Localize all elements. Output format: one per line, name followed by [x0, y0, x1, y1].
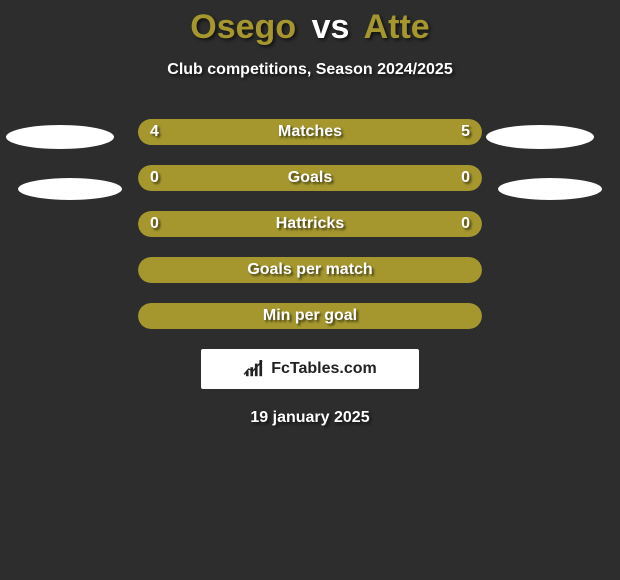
stat-label: Min per goal — [138, 303, 482, 329]
stat-right-value: 0 — [461, 165, 470, 191]
title-player1: Osego — [190, 8, 296, 46]
decorative-ellipse — [498, 178, 602, 200]
page-title: Osego vs Atte — [0, 0, 620, 47]
title-vs: vs — [312, 8, 350, 46]
decorative-ellipse — [6, 125, 114, 149]
chart-icon — [243, 360, 265, 378]
stat-label: Goals — [138, 165, 482, 191]
decorative-ellipse — [486, 125, 594, 149]
stat-label: Goals per match — [138, 257, 482, 283]
stat-row: Goals per match — [0, 257, 620, 283]
stat-row: Min per goal — [0, 303, 620, 329]
stat-left-value: 0 — [150, 165, 159, 191]
stat-label: Matches — [138, 119, 482, 145]
subtitle: Club competitions, Season 2024/2025 — [0, 61, 620, 79]
stat-label: Hattricks — [138, 211, 482, 237]
decorative-ellipse — [18, 178, 122, 200]
title-player2: Atte — [364, 8, 430, 46]
stat-left-value: 0 — [150, 211, 159, 237]
badge-text: FcTables.com — [271, 360, 377, 378]
stat-left-value: 4 — [150, 119, 159, 145]
site-badge: FcTables.com — [201, 349, 419, 389]
stats-panel: Matches45Goals00Hattricks00Goals per mat… — [0, 119, 620, 329]
stat-row: Hattricks0 0 — [0, 211, 620, 237]
date-text: 19 january 2025 — [0, 409, 620, 427]
stat-right-value: 5 — [461, 119, 470, 145]
stat-right-value: 0 — [461, 211, 470, 237]
